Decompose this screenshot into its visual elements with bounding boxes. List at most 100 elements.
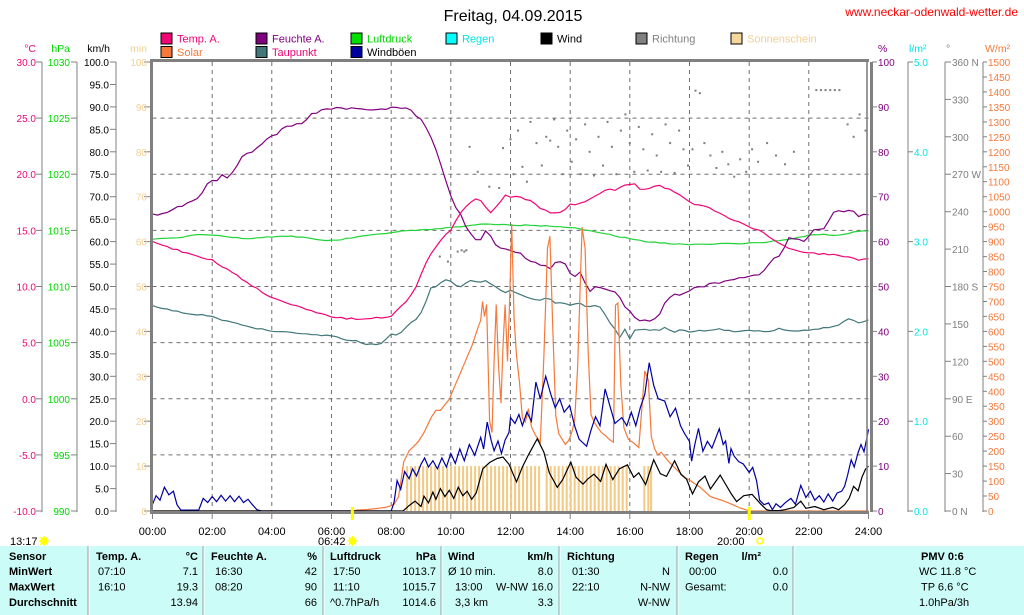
svg-text:400: 400 xyxy=(988,387,1005,398)
svg-text:17:50: 17:50 xyxy=(333,566,361,578)
svg-text:20:00: 20:00 xyxy=(717,536,745,548)
svg-text:15.0: 15.0 xyxy=(90,440,110,451)
svg-text:700: 700 xyxy=(988,298,1005,309)
svg-text:10.0: 10.0 xyxy=(17,283,37,294)
svg-text:1014.6: 1014.6 xyxy=(402,597,436,609)
svg-text:30: 30 xyxy=(952,470,964,481)
svg-text:08:20: 08:20 xyxy=(215,582,243,594)
svg-text:PMV 0:6: PMV 0:6 xyxy=(921,551,964,563)
svg-text:1.0: 1.0 xyxy=(914,417,928,428)
svg-text:70: 70 xyxy=(136,193,148,204)
svg-text:995: 995 xyxy=(53,451,70,462)
svg-text:210: 210 xyxy=(952,245,969,256)
svg-text:60: 60 xyxy=(878,238,890,249)
svg-text:180 S: 180 S xyxy=(952,283,978,294)
svg-text:0.0: 0.0 xyxy=(773,566,788,578)
svg-text:Regen: Regen xyxy=(462,34,494,46)
svg-text:04:00: 04:00 xyxy=(258,526,286,538)
svg-text:Wind: Wind xyxy=(557,34,582,46)
svg-text:150: 150 xyxy=(988,462,1005,473)
svg-text:N: N xyxy=(662,566,670,578)
svg-text:70.0: 70.0 xyxy=(90,193,110,204)
svg-text:07:10: 07:10 xyxy=(98,566,126,578)
svg-text:650: 650 xyxy=(988,312,1005,323)
svg-text:70: 70 xyxy=(878,193,890,204)
svg-text:Windböen: Windböen xyxy=(367,47,417,59)
svg-text:1015: 1015 xyxy=(48,226,71,237)
svg-text:66: 66 xyxy=(305,597,317,609)
svg-text:-10.0: -10.0 xyxy=(13,507,36,518)
svg-text:0.0: 0.0 xyxy=(773,582,788,594)
svg-text:WC 11.8 °C: WC 11.8 °C xyxy=(919,566,976,578)
svg-text:00:00: 00:00 xyxy=(689,566,717,578)
svg-text:80: 80 xyxy=(878,148,890,159)
svg-text:100.0: 100.0 xyxy=(84,58,109,69)
svg-text:hPa: hPa xyxy=(416,551,437,563)
svg-text:W-NW: W-NW xyxy=(496,582,529,594)
svg-text:10: 10 xyxy=(878,462,890,473)
svg-text:06:42: 06:42 xyxy=(318,536,346,548)
svg-text:°: ° xyxy=(946,43,950,55)
svg-text:22:00: 22:00 xyxy=(795,526,823,538)
svg-text:40: 40 xyxy=(136,327,148,338)
svg-text:550: 550 xyxy=(988,342,1005,353)
svg-text:120: 120 xyxy=(952,357,969,368)
svg-text:850: 850 xyxy=(988,253,1005,264)
svg-text:0: 0 xyxy=(988,507,994,518)
svg-text:14:00: 14:00 xyxy=(556,526,584,538)
svg-text:°C: °C xyxy=(24,43,36,55)
svg-text:50.0: 50.0 xyxy=(90,283,110,294)
svg-text:1150: 1150 xyxy=(988,163,1010,174)
svg-text:01:30: 01:30 xyxy=(572,566,600,578)
svg-text:30.0: 30.0 xyxy=(17,58,37,69)
svg-text:02:00: 02:00 xyxy=(198,526,226,538)
svg-text:Feuchte A.: Feuchte A. xyxy=(211,551,267,563)
svg-text:MinWert: MinWert xyxy=(9,566,53,578)
svg-text:360 N: 360 N xyxy=(952,58,979,69)
svg-text:450: 450 xyxy=(988,372,1005,383)
svg-text:3,3 km: 3,3 km xyxy=(455,597,488,609)
svg-text:15.0: 15.0 xyxy=(17,226,37,237)
svg-text:30: 30 xyxy=(136,372,148,383)
svg-text:N-NW: N-NW xyxy=(640,582,671,594)
svg-text:0: 0 xyxy=(141,507,147,518)
svg-text:km/h: km/h xyxy=(87,43,110,55)
svg-text:1005: 1005 xyxy=(48,339,71,350)
svg-text:10:00: 10:00 xyxy=(437,526,465,538)
svg-text:60: 60 xyxy=(952,432,964,443)
svg-text:1000: 1000 xyxy=(988,208,1011,219)
svg-text:95.0: 95.0 xyxy=(90,81,110,92)
svg-text:1.0hPa/3h: 1.0hPa/3h xyxy=(919,597,969,609)
svg-text:45.0: 45.0 xyxy=(90,305,110,316)
svg-text:1013.7: 1013.7 xyxy=(402,566,436,578)
svg-text:W-NW: W-NW xyxy=(638,597,671,609)
svg-text:1010: 1010 xyxy=(48,283,71,294)
svg-text:Sensor: Sensor xyxy=(9,551,47,563)
svg-text:150: 150 xyxy=(952,320,969,331)
svg-text:950: 950 xyxy=(988,223,1005,234)
svg-text:80: 80 xyxy=(136,148,148,159)
svg-text:16:00: 16:00 xyxy=(616,526,644,538)
svg-text:24:00: 24:00 xyxy=(855,526,883,538)
svg-text:990: 990 xyxy=(53,507,70,518)
svg-text:1000: 1000 xyxy=(48,395,71,406)
svg-text:1050: 1050 xyxy=(988,193,1011,204)
svg-text:750: 750 xyxy=(988,283,1005,294)
svg-text:75.0: 75.0 xyxy=(90,170,110,181)
svg-text:240: 240 xyxy=(952,208,969,219)
svg-text:km/h: km/h xyxy=(527,551,553,563)
svg-text:8.0: 8.0 xyxy=(538,566,553,578)
svg-text:06:00: 06:00 xyxy=(318,526,346,538)
svg-text:270 W: 270 W xyxy=(952,170,981,181)
svg-text:19.3: 19.3 xyxy=(177,582,198,594)
svg-text:Gesamt:: Gesamt: xyxy=(685,582,727,594)
svg-text:100: 100 xyxy=(988,477,1005,488)
svg-text:90: 90 xyxy=(305,582,317,594)
svg-text:20.0: 20.0 xyxy=(17,170,37,181)
svg-text:800: 800 xyxy=(988,268,1005,279)
svg-text:2.0: 2.0 xyxy=(914,327,928,338)
svg-text:1030: 1030 xyxy=(48,58,71,69)
svg-text:16:10: 16:10 xyxy=(98,582,126,594)
svg-text:60.0: 60.0 xyxy=(90,238,110,249)
svg-text:40: 40 xyxy=(878,327,890,338)
